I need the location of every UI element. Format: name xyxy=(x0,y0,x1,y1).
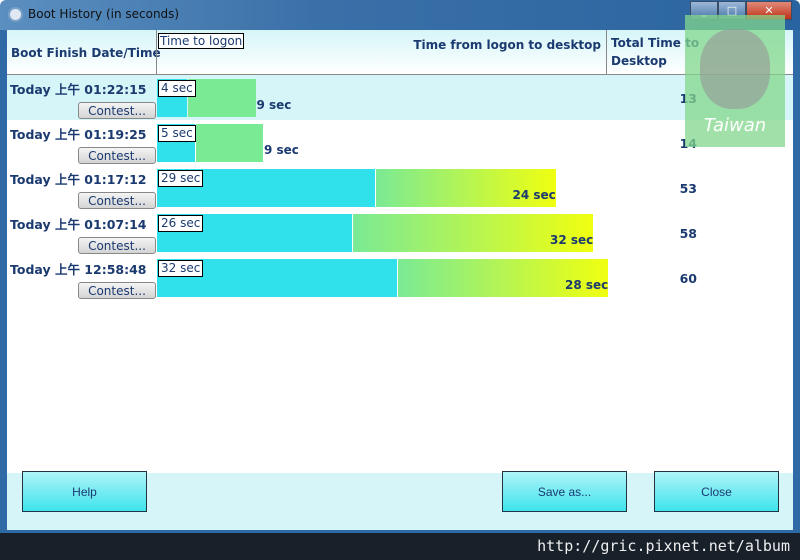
desktop-label: 9 sec xyxy=(256,98,292,112)
boot-date: Today 上午 01:07:14 xyxy=(10,217,147,232)
column-header: Boot Finish Date/Time Time to logon Time… xyxy=(7,30,793,75)
header-desktop[interactable]: Time from logon to desktop xyxy=(413,38,601,52)
desktop-label: 9 sec xyxy=(264,143,299,157)
desktop-bar xyxy=(195,124,263,162)
boot-date: Today 上午 01:19:25 xyxy=(10,127,147,142)
header-total[interactable]: Total Time to Desktop xyxy=(611,36,700,68)
header-logon[interactable]: Time to logon xyxy=(158,33,245,49)
logon-label: 29 sec xyxy=(158,170,204,187)
table-row[interactable]: Today 上午 01:07:14 Contest... 26 sec 32 s… xyxy=(7,210,793,255)
window-title: Boot History (in seconds) xyxy=(28,7,180,21)
logon-label: 4 sec xyxy=(158,80,196,97)
boot-date: Today 上午 01:22:15 xyxy=(10,82,147,97)
taiwan-bear-watermark: Taiwan xyxy=(685,15,785,147)
header-date[interactable]: Boot Finish Date/Time xyxy=(11,46,161,60)
boot-date: Today 上午 12:58:48 xyxy=(10,262,147,277)
table-row[interactable]: Today 上午 01:22:15 Contest... 4 sec 9 sec… xyxy=(7,75,793,120)
boot-date: Today 上午 01:17:12 xyxy=(10,172,147,187)
contest-button[interactable]: Contest... xyxy=(78,192,156,209)
desktop-label: 24 sec xyxy=(512,188,556,202)
desktop-label: 32 sec xyxy=(550,233,594,247)
total-time: 53 xyxy=(679,181,697,196)
stopwatch-icon xyxy=(8,7,23,22)
help-button[interactable]: Help xyxy=(22,471,147,512)
contest-button[interactable]: Contest... xyxy=(78,282,156,299)
logon-label: 5 sec xyxy=(158,125,196,142)
close-button[interactable]: Close xyxy=(654,471,779,512)
desktop-bar xyxy=(375,169,556,207)
table-row[interactable]: Today 上午 01:17:12 Contest... 29 sec 24 s… xyxy=(7,165,793,210)
table-row[interactable]: Today 上午 01:19:25 Contest... 5 sec 9 sec… xyxy=(7,120,793,165)
contest-button[interactable]: Contest... xyxy=(78,102,156,119)
desktop-bar xyxy=(188,79,256,117)
logon-label: 32 sec xyxy=(158,260,204,277)
total-time: 58 xyxy=(679,226,697,241)
desktop-bar xyxy=(398,259,608,297)
desktop-label: 28 sec xyxy=(565,278,609,292)
total-time: 60 xyxy=(679,271,697,286)
contest-button[interactable]: Contest... xyxy=(78,147,156,164)
table-row[interactable]: Today 上午 12:58:48 Contest... 32 sec 28 s… xyxy=(7,255,793,300)
logon-label: 26 sec xyxy=(158,215,204,232)
watermark-url: http://gric.pixnet.net/album xyxy=(0,533,800,560)
contest-button[interactable]: Contest... xyxy=(78,237,156,254)
save-as-button[interactable]: Save as... xyxy=(502,471,627,512)
boot-history-list: Boot Finish Date/Time Time to logon Time… xyxy=(7,30,793,530)
title-bar: Boot History (in seconds) _ □ ✕ xyxy=(0,0,800,30)
desktop-bar xyxy=(353,214,593,252)
bear-icon xyxy=(700,29,770,109)
